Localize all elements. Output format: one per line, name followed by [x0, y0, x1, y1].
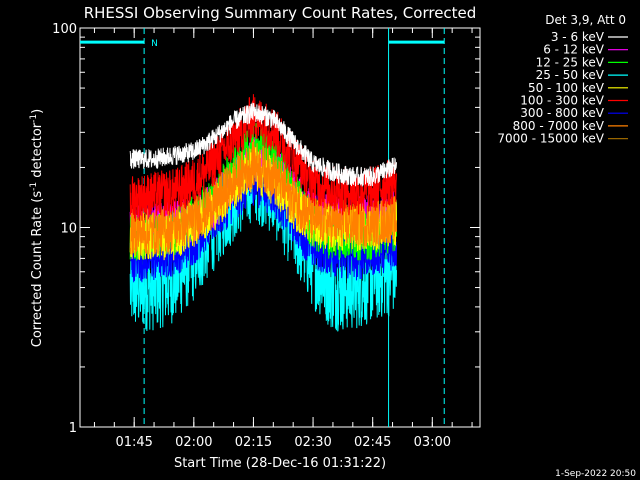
- legend-label: 300 - 800 keV: [520, 106, 604, 120]
- series-line: [129, 102, 397, 187]
- series-line: [129, 94, 397, 222]
- y-axis-label-main: Corrected Count Rate (s: [30, 191, 45, 348]
- legend-label: 100 - 300 keV: [520, 94, 604, 108]
- y-tick-label: 1: [69, 421, 77, 436]
- footer-date: 1-Sep-2022 20:50: [555, 469, 636, 479]
- legend-label: 12 - 25 keV: [536, 55, 605, 69]
- y-tick-label: 100: [52, 22, 77, 37]
- x-tick-label: 02:30: [294, 435, 331, 450]
- x-tick-label: 03:00: [414, 435, 451, 450]
- y-axis-label-tail: detector: [30, 122, 45, 182]
- chart-title: RHESSI Observing Summary Count Rates, Co…: [84, 4, 477, 22]
- series-layer: [129, 94, 397, 332]
- legend-label: 800 - 7000 keV: [513, 119, 605, 133]
- x-axis-label: Start Time (28-Dec-16 01:31:22): [174, 456, 386, 471]
- y-tick-label: 10: [60, 222, 77, 237]
- legend-label: 7000 - 15000 keV: [497, 132, 604, 146]
- legend-label: 50 - 100 keV: [528, 81, 605, 95]
- y-axis-label-close: ): [30, 109, 45, 114]
- y-axis-label-sup2: -1: [29, 114, 39, 123]
- x-tick-label: 02:00: [175, 435, 212, 450]
- x-tick-label: 02:15: [235, 435, 272, 450]
- x-tick-label: 01:45: [115, 435, 152, 450]
- axes-layer: 1 10 100 01:45 02:00 02:15 02:30 02:45 03:00: [52, 22, 480, 450]
- flag-label-n: N: [151, 39, 158, 49]
- y-axis-label: Corrected Count Rate (s-1 detector-1): [29, 109, 45, 347]
- legend-label: 3 - 6 keV: [551, 30, 605, 44]
- legend-label: 6 - 12 keV: [543, 43, 605, 57]
- legend-header: Det 3,9, Att 0: [545, 13, 626, 27]
- y-axis-label-sup1: -1: [29, 182, 39, 191]
- series-line: [129, 139, 397, 256]
- x-tick-label: 02:45: [354, 435, 391, 450]
- legend-label: 25 - 50 keV: [536, 68, 605, 82]
